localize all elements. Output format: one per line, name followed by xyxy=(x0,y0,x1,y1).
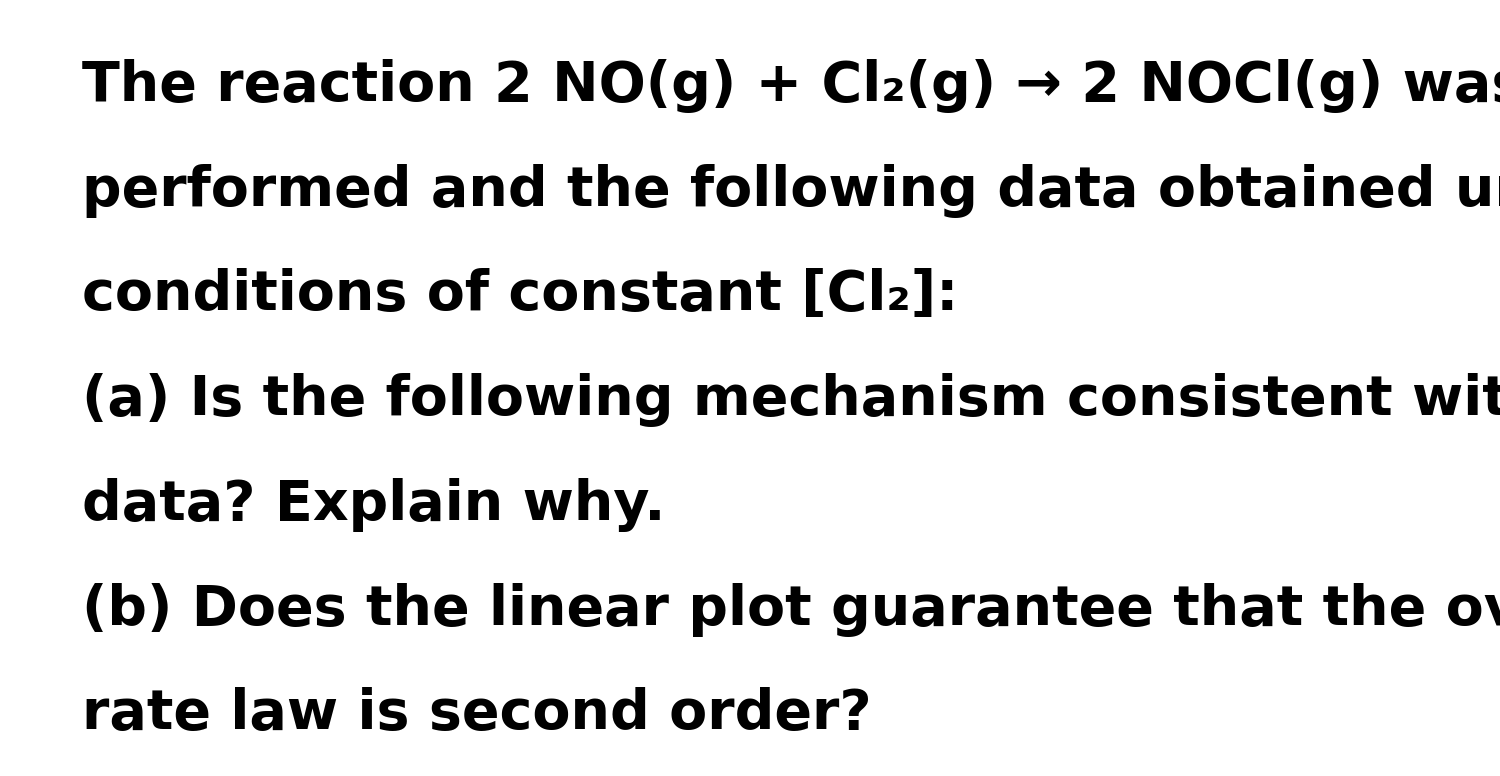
Text: (a) Is the following mechanism consistent with the: (a) Is the following mechanism consisten… xyxy=(82,373,1500,427)
Text: (b) Does the linear plot guarantee that the overall: (b) Does the linear plot guarantee that … xyxy=(82,583,1500,636)
Text: rate law is second order?: rate law is second order? xyxy=(82,688,871,741)
Text: data? Explain why.: data? Explain why. xyxy=(82,478,666,532)
Text: performed and the following data obtained under: performed and the following data obtaine… xyxy=(82,164,1500,217)
Text: conditions of constant [Cl₂]:: conditions of constant [Cl₂]: xyxy=(82,268,958,322)
Text: The reaction 2 NO(g) + Cl₂(g) → 2 NOCl(g) was: The reaction 2 NO(g) + Cl₂(g) → 2 NOCl(g… xyxy=(82,59,1500,113)
